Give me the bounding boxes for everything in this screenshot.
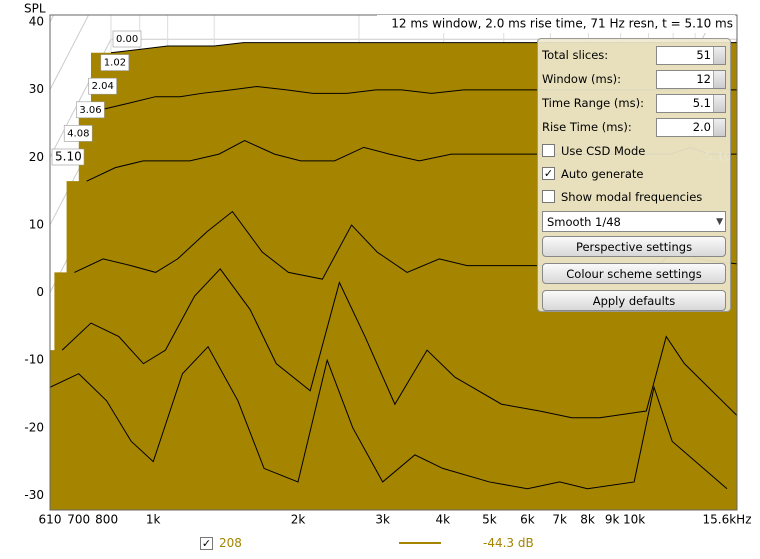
time-label: 1.02	[104, 58, 126, 69]
field-row: Total slices: 51	[542, 43, 726, 67]
checkbox[interactable]	[542, 190, 555, 203]
time-label-box	[51, 148, 85, 166]
button[interactable]: Colour scheme settings	[542, 263, 726, 284]
field-label: Time Range (ms):	[542, 96, 644, 110]
x-tick-label: 15.6kHz	[703, 513, 752, 527]
x-tick-label: 4k	[435, 513, 450, 527]
legend-checkbox[interactable]: ✓	[200, 536, 213, 550]
field-input[interactable]: 12	[656, 69, 726, 89]
y-tick-label: 20	[29, 150, 44, 164]
y-tick-label: -30	[24, 488, 44, 502]
field-row: Rise Time (ms): 2.0	[542, 115, 726, 139]
time-label-box	[63, 125, 93, 142]
x-tick-label: 6k	[520, 513, 535, 527]
time-label-box	[76, 101, 105, 119]
time-label-box	[100, 54, 130, 71]
grid-line	[50, 15, 90, 90]
y-axis-label: SPL	[24, 2, 46, 16]
x-tick-label: 7k	[552, 513, 567, 527]
checkbox-row[interactable]: Show modal frequencies	[542, 185, 726, 208]
y-tick-label: 40	[29, 15, 44, 29]
smoothing-select[interactable]: Smooth 1/48	[542, 211, 726, 232]
checkbox-label: Show modal frequencies	[561, 189, 703, 204]
x-tick-label: 800	[95, 513, 118, 527]
control-panel: Total slices: 51 Window (ms): 12 Time Range …	[537, 38, 731, 312]
y-tick-label: 10	[29, 217, 44, 231]
x-tick-label: 2k	[291, 513, 306, 527]
field-input[interactable]: 2.0	[656, 117, 726, 137]
y-tick-label: -10	[24, 353, 44, 367]
y-tick-label: 30	[29, 82, 44, 96]
slice-fill	[50, 346, 737, 510]
field-label: Rise Time (ms):	[542, 120, 632, 134]
chart-title: 12 ms window, 2.0 ms rise time, 71 Hz re…	[391, 17, 733, 31]
x-tick-label: 3k	[375, 513, 390, 527]
button[interactable]: Apply defaults	[542, 290, 726, 311]
button[interactable]: Perspective settings	[542, 236, 726, 257]
time-label: 4.08	[67, 128, 89, 139]
checkbox[interactable]	[542, 144, 555, 157]
time-label-box	[88, 77, 117, 95]
checkbox-label: Use CSD Mode	[561, 143, 646, 158]
x-tick-label: 9k	[605, 513, 620, 527]
field-row: Window (ms): 12	[542, 67, 726, 91]
x-tick-label: 610	[39, 513, 62, 527]
y-tick-label: -20	[24, 420, 44, 434]
x-tick-label: 10k	[623, 513, 645, 527]
checkbox-label: Auto generate	[561, 166, 644, 181]
field-input[interactable]: 51	[656, 45, 726, 65]
field-label: Window (ms):	[542, 72, 622, 86]
slice-line	[50, 345, 728, 490]
time-label: 5.10	[55, 150, 82, 164]
time-label-box	[112, 30, 142, 48]
x-tick-label: 5k	[482, 513, 497, 527]
time-label: 3.06	[79, 105, 101, 116]
field-input[interactable]: 5.1	[656, 93, 726, 113]
field-row: Time Range (ms): 5.1	[542, 91, 726, 115]
field-label: Total slices:	[542, 48, 609, 62]
checkbox[interactable]: ✓	[542, 167, 555, 180]
x-tick-label: 1k	[146, 513, 161, 527]
checkbox-row[interactable]: ✓ Auto generate	[542, 162, 726, 185]
grid-line	[50, 15, 55, 23]
time-label: 0.00	[116, 34, 138, 45]
legend-level: -44.3 dB	[483, 536, 534, 550]
time-label: 2.04	[92, 81, 114, 92]
slice-line	[61, 268, 737, 419]
legend: ✓ 208 -44.3 dB	[200, 536, 534, 550]
title-box	[377, 15, 735, 33]
y-tick-label: 0	[36, 285, 44, 299]
x-tick-label: 700	[67, 513, 90, 527]
x-tick-label: 8k	[580, 513, 595, 527]
checkbox-row[interactable]: Use CSD Mode	[542, 139, 726, 162]
legend-line	[399, 542, 441, 544]
legend-name: 208	[219, 536, 242, 550]
